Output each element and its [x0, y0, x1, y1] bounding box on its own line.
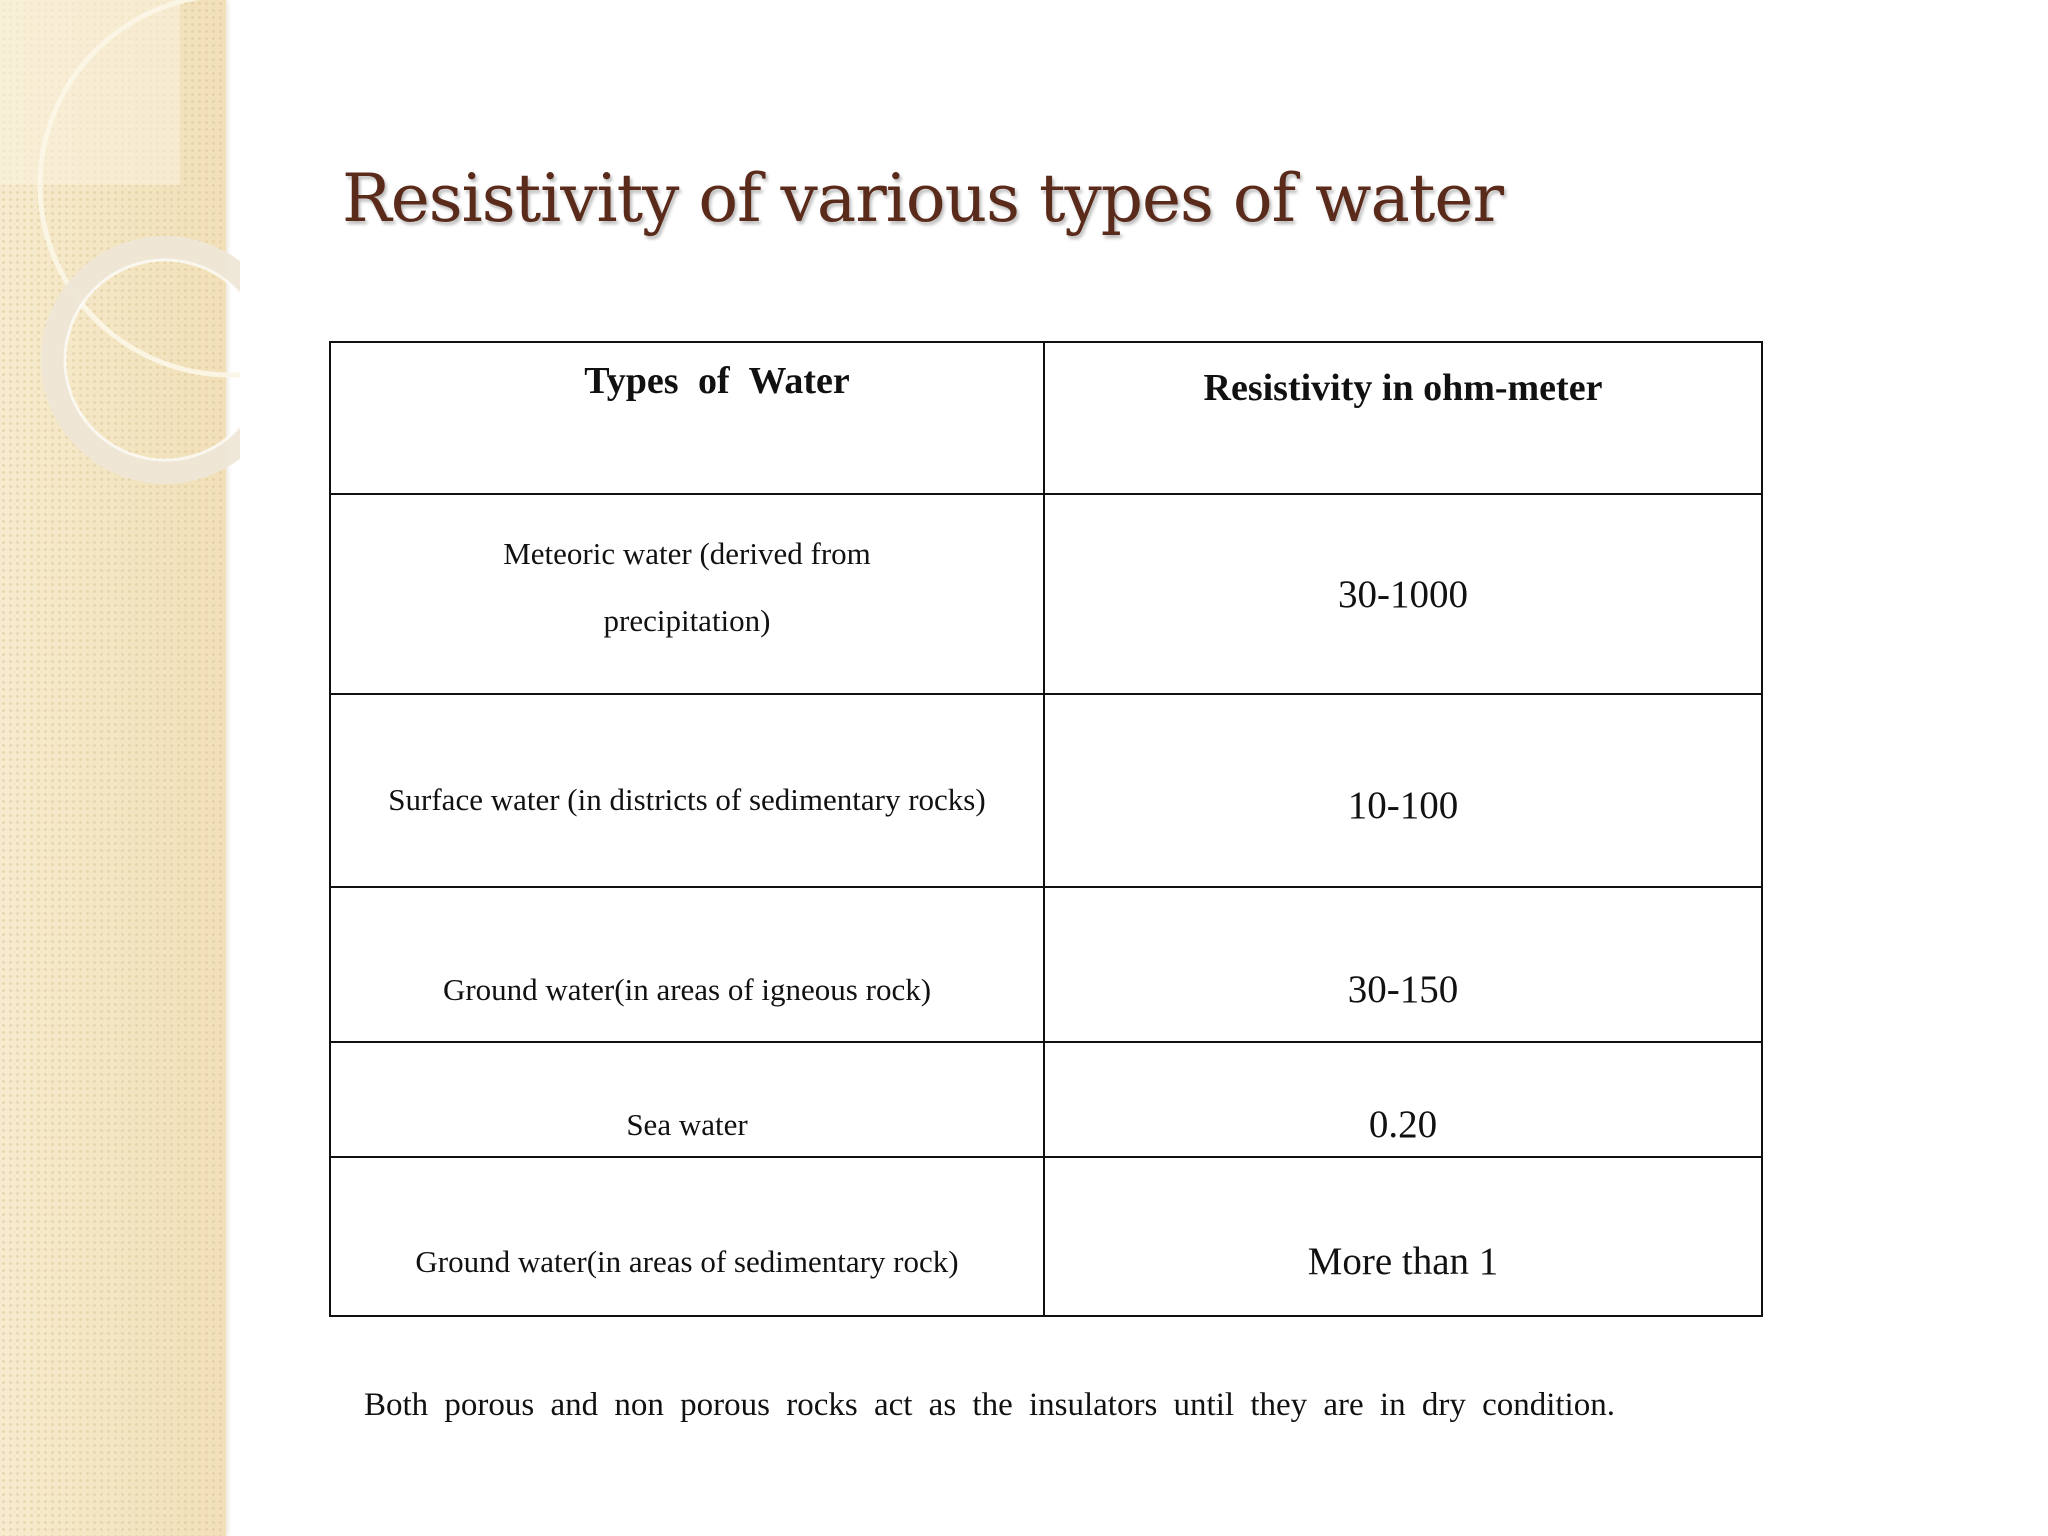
- slide-title: Resistivity of various types of water: [342, 160, 1504, 237]
- table-row: Ground water(in areas of sedimentary roc…: [329, 1156, 1763, 1317]
- resistivity-cell: More than 1: [1043, 1156, 1763, 1317]
- resistivity-value: 0.20: [1368, 1103, 1438, 1146]
- table-row: Ground water(in areas of igneous rock) 3…: [329, 886, 1763, 1043]
- water-type-cell: Sea water: [329, 1041, 1045, 1158]
- water-type-cell: Surface water (in districts of sedimenta…: [329, 693, 1045, 888]
- table-row: Surface water (in districts of sedimenta…: [329, 693, 1763, 888]
- decorative-large-ring: [37, 0, 240, 378]
- table-row: Meteoric water (derived from precipitati…: [329, 493, 1763, 695]
- table-row: Sea water 0.20: [329, 1041, 1763, 1158]
- water-type-cell: Ground water(in areas of igneous rock): [329, 886, 1045, 1043]
- header-cell-type: Types of Water: [329, 341, 1045, 495]
- header-type-label: Types of Water: [584, 360, 850, 402]
- table-header-row: Types of Water Resistivity in ohm-meter: [329, 341, 1763, 495]
- decorative-rings: [37, 0, 240, 484]
- resistivity-value: 30-150: [1347, 968, 1459, 1011]
- decorative-thick-ring: [41, 236, 240, 484]
- water-type-label: Meteoric water (derived from precipitati…: [503, 536, 871, 638]
- footnote-text: Both porous and non porous rocks act as …: [364, 1387, 1615, 1423]
- resistivity-cell: 10-100: [1043, 693, 1763, 888]
- resistivity-cell: 30-150: [1043, 886, 1763, 1043]
- decorative-band-panel: [0, 0, 180, 185]
- resistivity-value: 10-100: [1347, 784, 1459, 827]
- water-type-cell: Meteoric water (derived from precipitati…: [329, 493, 1045, 695]
- decorative-ring-highlight: [63, 258, 240, 462]
- water-type-label: Ground water(in areas of sedimentary roc…: [415, 1243, 959, 1279]
- resistivity-table: Types of Water Resistivity in ohm-meter …: [329, 341, 1763, 1317]
- resistivity-cell: 30-1000: [1043, 493, 1763, 695]
- resistivity-value: More than 1: [1307, 1240, 1499, 1283]
- water-type-label: Surface water (in districts of sedimenta…: [388, 781, 986, 817]
- water-type-label: Sea water: [626, 1106, 748, 1142]
- water-type-cell: Ground water(in areas of sedimentary roc…: [329, 1156, 1045, 1317]
- resistivity-value: 30-1000: [1338, 572, 1468, 616]
- header-cell-resistivity: Resistivity in ohm-meter: [1043, 341, 1763, 495]
- resistivity-cell: 0.20: [1043, 1041, 1763, 1158]
- header-resistivity-label: Resistivity in ohm-meter: [1203, 367, 1603, 409]
- water-type-label: Ground water(in areas of igneous rock): [442, 971, 932, 1007]
